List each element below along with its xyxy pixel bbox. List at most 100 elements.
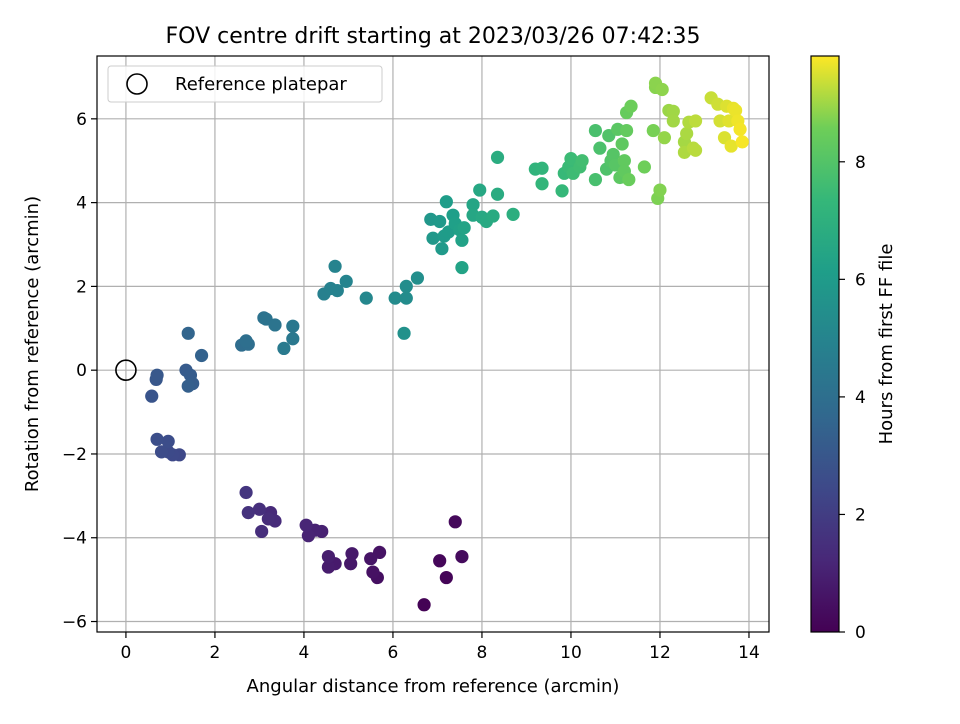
scatter-point (653, 183, 667, 197)
scatter-point (593, 141, 607, 155)
scatter-point (724, 139, 738, 153)
scatter-point (666, 104, 680, 118)
scatter-point (486, 209, 500, 223)
scatter-point (448, 515, 462, 529)
scatter-point (261, 512, 275, 526)
scatter-point (181, 379, 195, 393)
scatter-point (154, 445, 169, 459)
scatter-point (366, 565, 380, 579)
x-tick-label: 0 (121, 643, 132, 663)
colorbar: 0 2 4 6 8 Hours from first FF file (810, 55, 897, 643)
scatter-point (399, 279, 413, 293)
x-tick-label: 6 (388, 643, 399, 663)
scatter-point (299, 518, 313, 532)
scatter-point (145, 389, 159, 403)
x-tick-label: 2 (210, 643, 221, 663)
colorbar-label: Hours from first FF file (876, 244, 897, 445)
scatter-point (435, 242, 449, 256)
y-tick-label: 6 (76, 110, 87, 130)
scatter-point (688, 143, 703, 157)
scatter-point (181, 326, 195, 340)
scatter-point (359, 291, 373, 305)
legend: Reference platepar (107, 65, 383, 103)
scatter-point (733, 122, 747, 136)
scatter-point (410, 271, 425, 285)
scatter-point (619, 123, 634, 138)
scatter-point (506, 207, 520, 221)
scatter-point (286, 332, 300, 346)
scatter-point (455, 233, 469, 247)
colorbar-ticks: 0 2 4 6 8 (839, 153, 866, 643)
colorbar-tick-label: 2 (855, 505, 866, 525)
scatter-point (606, 147, 620, 162)
scatter-point (433, 554, 447, 568)
scatter-point (417, 598, 431, 612)
reference-platepar-marker (115, 359, 137, 381)
reference-marker-layer (115, 359, 137, 381)
scatter-point (624, 99, 638, 113)
scatter-point (535, 177, 549, 191)
x-tick-label: 4 (299, 643, 310, 663)
x-tick-label: 12 (649, 643, 671, 663)
scatter-point (439, 570, 453, 585)
scatter-point (328, 259, 342, 273)
scatter-point (637, 160, 651, 174)
scatter-point (735, 135, 749, 149)
scatter-point (339, 274, 353, 288)
x-tick-label: 8 (477, 643, 488, 663)
y-axis-label: Rotation from reference (arcmin) (22, 196, 43, 492)
scatter-point (426, 231, 440, 245)
scatter-point (588, 172, 603, 187)
scatter-point (388, 291, 402, 305)
colorbar-tick-label: 4 (855, 388, 866, 408)
scatter-point (194, 348, 209, 363)
scatter-point (490, 150, 505, 164)
scatter-point (277, 341, 291, 355)
legend-marker-reference (126, 73, 148, 95)
scatter-point (301, 529, 315, 543)
scatter-point (646, 123, 660, 138)
scatter-point (252, 502, 267, 516)
scatter-point (344, 557, 358, 571)
scatter-point (150, 368, 164, 382)
y-tick-label: 4 (76, 194, 87, 214)
scatter-point (666, 114, 680, 128)
scatter-point (239, 485, 253, 500)
scatter-point (397, 326, 411, 340)
scatter-point (680, 126, 694, 141)
axes: 0 2 4 6 8 10 12 14 −6 −4 −2 0 2 4 6 (62, 110, 760, 663)
scatter-point (364, 552, 378, 566)
y-tick-label: 0 (76, 361, 87, 381)
colorbar-tick-label: 6 (855, 270, 866, 290)
scatter-point (729, 103, 743, 118)
scatter-point (455, 549, 469, 564)
scatter-point (588, 123, 603, 138)
scatter-point (268, 318, 282, 332)
scatter-point (321, 549, 336, 564)
y-tick-label: −4 (62, 529, 87, 549)
scatter-point (555, 184, 569, 198)
colorbar-tick-label: 0 (855, 623, 866, 643)
scatter-point (615, 137, 629, 151)
scatter-point (330, 283, 344, 298)
x-tick-label: 14 (738, 643, 760, 663)
legend-box (107, 65, 383, 103)
scatter-point (457, 221, 471, 235)
colorbar-tick-label: 8 (855, 153, 866, 173)
scatter-point (161, 434, 175, 448)
chart-title: FOV centre drift starting at 2023/03/26 … (166, 24, 701, 49)
x-axis-label: Angular distance from reference (arcmin) (247, 676, 620, 697)
x-tick-label: 10 (560, 643, 582, 663)
scatter-point (466, 198, 480, 212)
scatter-point (617, 154, 631, 168)
scatter-point (241, 506, 255, 520)
scatter-point (399, 291, 413, 305)
plot-frame (96, 55, 770, 633)
scatter-point (655, 82, 669, 97)
scatter-point (286, 319, 300, 333)
scatter-point (688, 114, 703, 128)
scatter-point (535, 161, 549, 175)
scatter-point (473, 183, 487, 197)
scatter-point (239, 334, 253, 348)
